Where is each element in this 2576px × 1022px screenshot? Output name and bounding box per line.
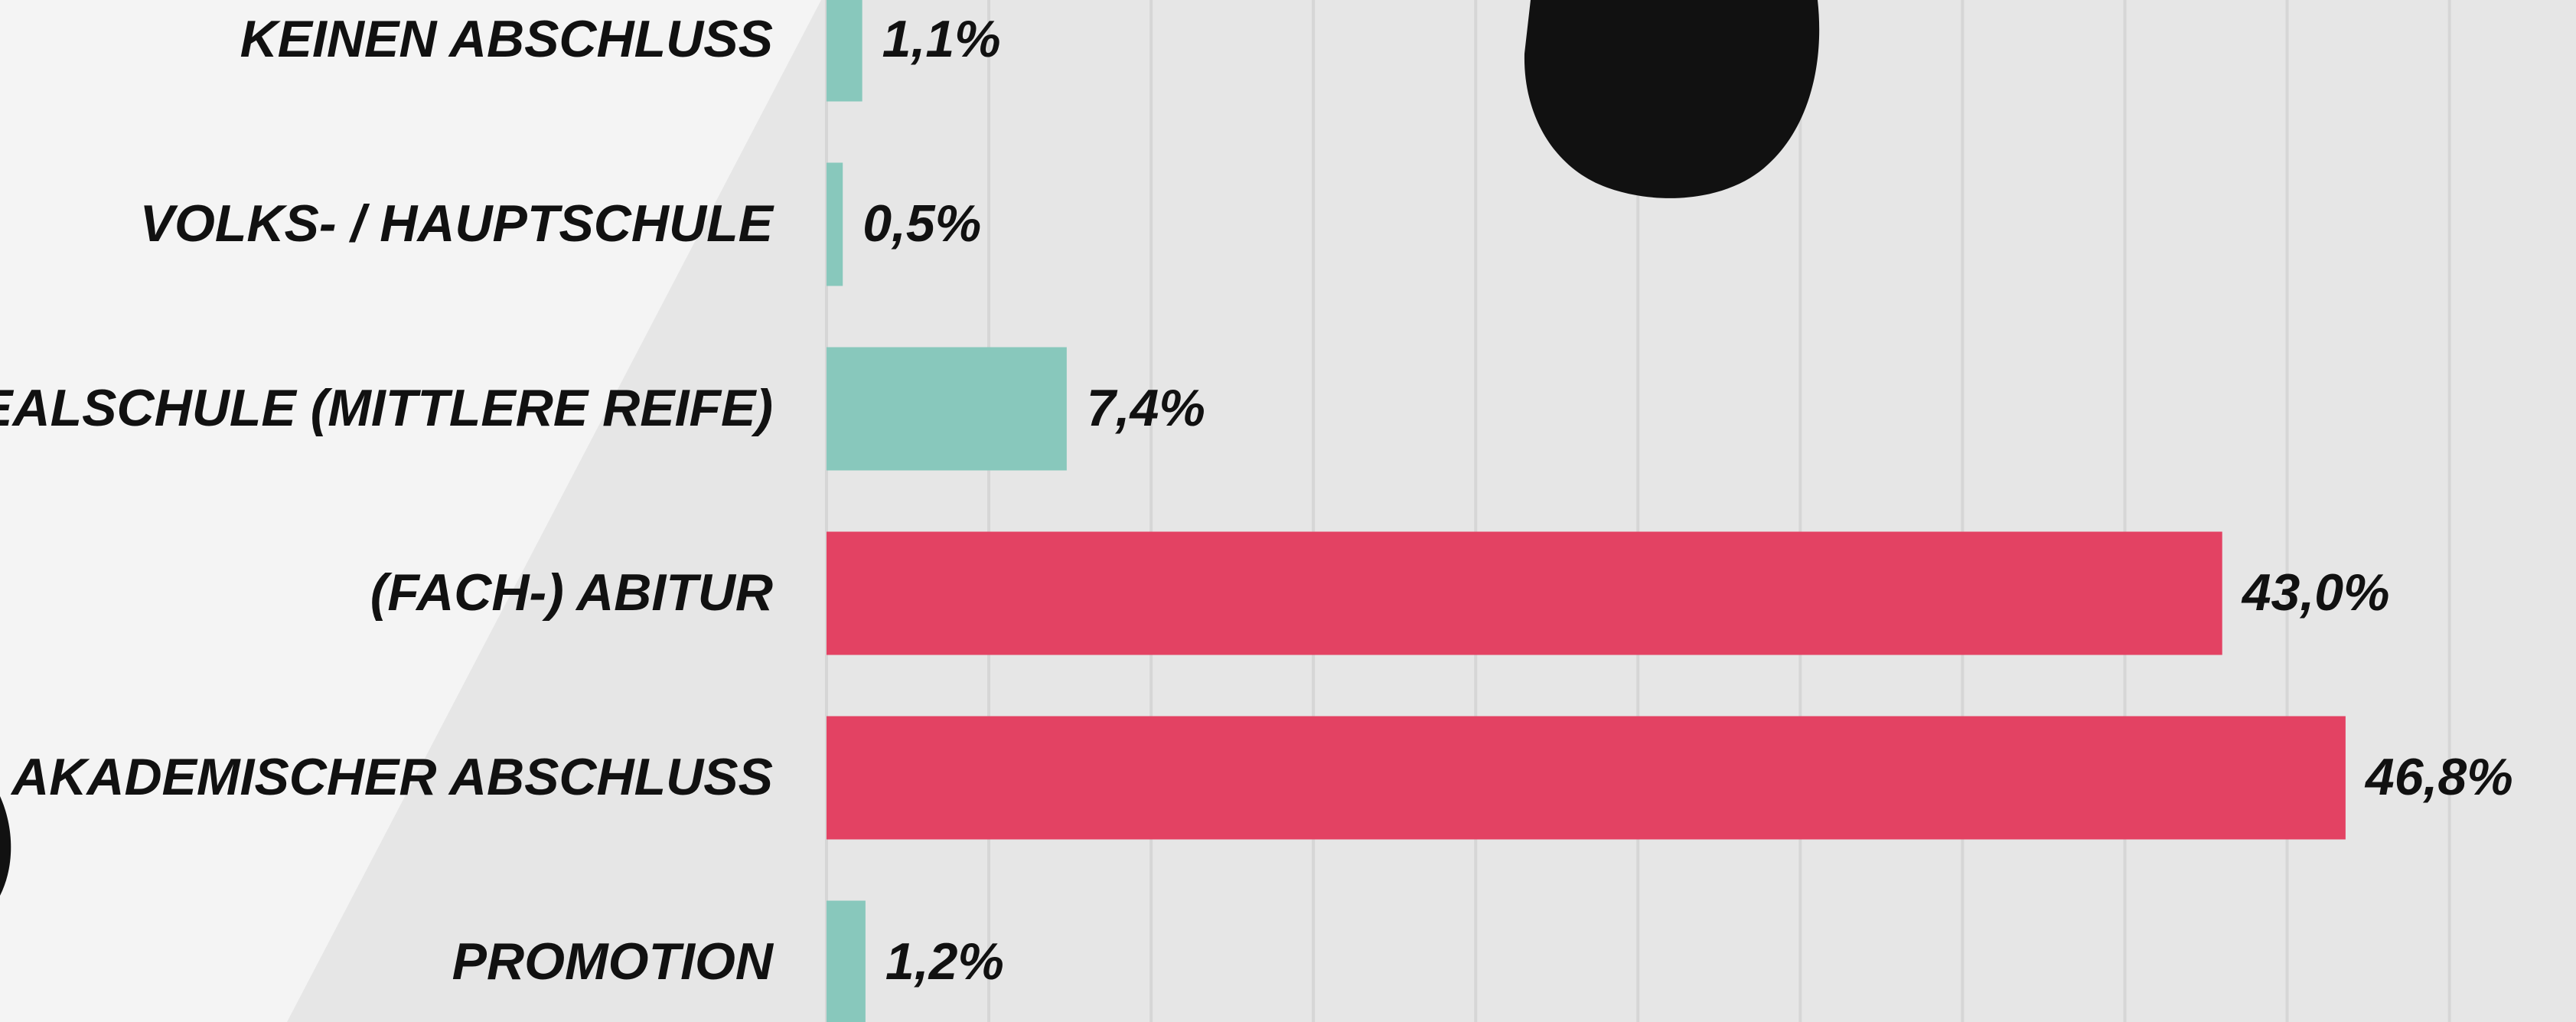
category-label: (FACH-) ABITUR [370, 563, 773, 622]
value-label: 1,2% [885, 932, 1004, 991]
chart: KEINEN ABSCHLUSS 1,1% VOLKS- / HAUPTSCHULE… [0, 0, 2576, 1022]
value-label: 43,0% [2241, 563, 2390, 622]
category-label: AKADEMISCHER ABSCHLUSS [10, 748, 773, 806]
bar [827, 901, 866, 1022]
category-label: KEINEN ABSCHLUSS [240, 10, 773, 68]
bar [827, 163, 843, 286]
value-label: 7,4% [1087, 379, 1205, 437]
category-label: VOLKS- / HAUPTSCHULE [140, 194, 775, 253]
category-label: PROMOTION [452, 932, 774, 991]
bar [827, 0, 862, 102]
value-label: 46,8% [2364, 748, 2513, 806]
category-label: REALSCHULE (MITTLERE REIFE) [0, 379, 773, 437]
page: {"chart_data": {"type": "bar", "orientat… [0, 0, 2576, 1022]
bar [827, 717, 2346, 840]
bar [827, 348, 1067, 471]
value-label: 1,1% [882, 10, 1001, 68]
bar [827, 532, 2222, 655]
value-label: 0,5% [862, 194, 981, 253]
